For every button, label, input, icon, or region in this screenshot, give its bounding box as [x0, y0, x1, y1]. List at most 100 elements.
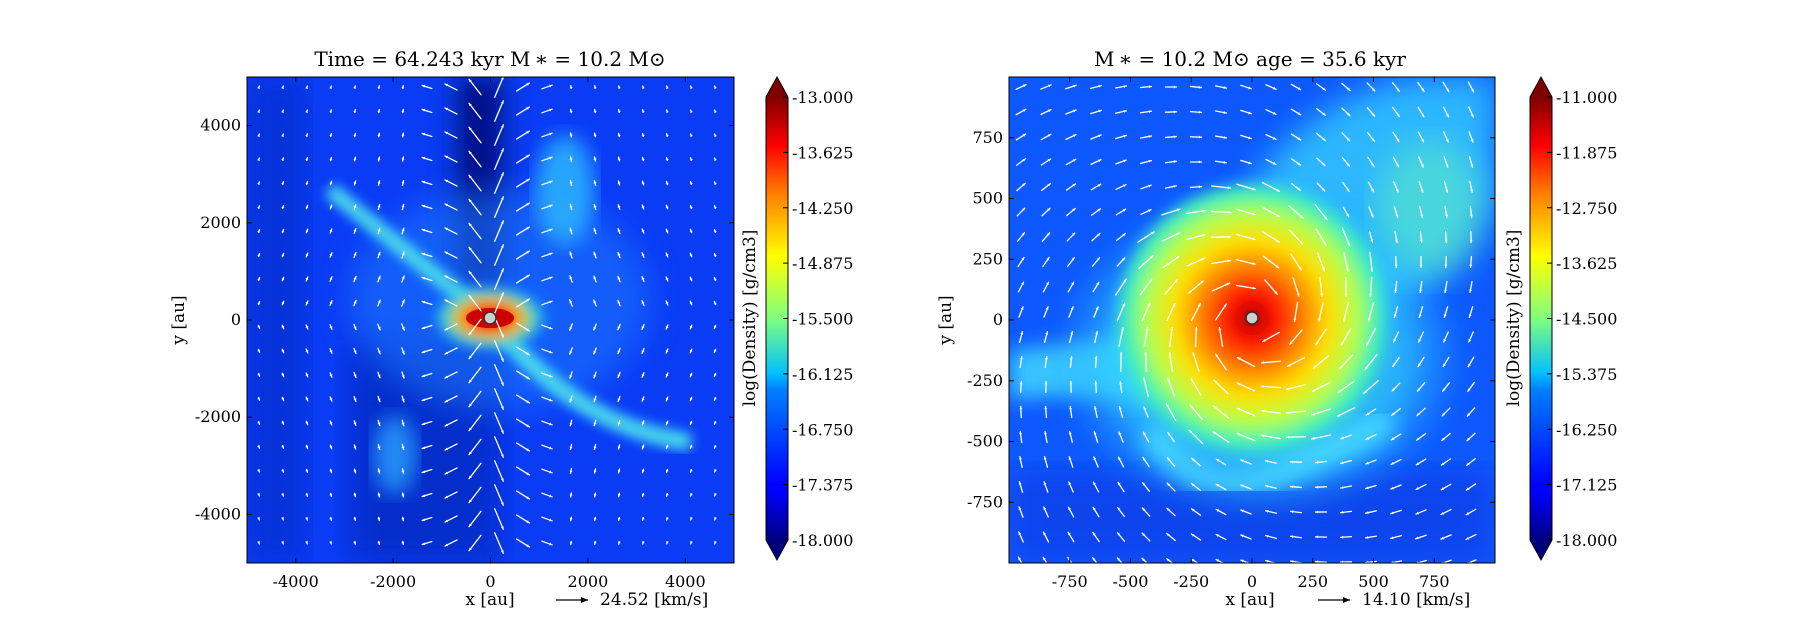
left-velocity-arrow	[494, 532, 504, 554]
left-colorbar-tick-label: -14.250	[792, 199, 853, 218]
right-colorbar-tick-label: -13.625	[1556, 254, 1617, 273]
right-velocity-arrow	[1144, 351, 1148, 373]
right-velocity-arrow	[1186, 257, 1206, 267]
right-velocity-arrow	[1236, 233, 1256, 241]
right-velocity-arrow	[1341, 227, 1351, 247]
left-velocity-arrow	[468, 486, 482, 504]
right-velocity-arrow	[1288, 205, 1304, 219]
right-velocity-arrow	[1292, 277, 1300, 297]
right-velocity-arrow	[1260, 434, 1282, 440]
right-velocity-arrow	[1139, 278, 1153, 296]
right-velocity-arrow	[1286, 357, 1306, 367]
left-velocity-arrow	[494, 412, 504, 434]
left-x-tick-label: 0	[485, 572, 495, 591]
right-velocity-arrow	[1264, 279, 1278, 295]
left-velocity-arrow	[468, 438, 482, 456]
right-x-tick-label: 250	[1297, 572, 1328, 591]
left-velocity-arrow	[494, 292, 504, 314]
right-velocity-arrow	[1188, 280, 1204, 294]
right-velocity-arrow	[1236, 259, 1256, 265]
right-velocity-arrow	[1319, 276, 1323, 298]
right-velocity-arrow	[1115, 278, 1127, 296]
right-velocity-arrow	[1165, 403, 1177, 421]
right-x-tick-label: 500	[1358, 572, 1389, 591]
right-velocity-arrow	[1210, 210, 1232, 214]
left-velocity-arrow	[494, 436, 504, 458]
left-velocity-arrow	[468, 78, 482, 96]
right-density-map	[1009, 77, 1495, 563]
right-x-tick-label: 0	[1247, 572, 1257, 591]
right-velocity-arrow	[1190, 378, 1202, 396]
right-velocity-field	[1015, 81, 1477, 563]
right-axis-ticks: -750 -500 -250 0 250 500 750 -750 -500 -250 0 250 50…	[967, 77, 1495, 591]
left-velocity-arrow	[494, 484, 504, 506]
left-x-tick-label: -4000	[273, 572, 319, 591]
right-density-panel: M ∗ = 10.2 M⊙ age = 35.6 kyr -750 -500 -25…	[936, 47, 1617, 610]
right-velocity-arrow	[1189, 404, 1203, 420]
left-velocity-arrow	[468, 318, 482, 336]
left-x-tick-label: 4000	[665, 572, 706, 591]
right-colorbar-tick-label: -14.500	[1556, 310, 1617, 329]
right-velocity-arrow	[1314, 203, 1328, 221]
right-velocity-arrow	[1236, 183, 1256, 191]
right-colorbar-label: log(Density) [g/cm3]	[1504, 230, 1524, 407]
right-velocity-arrow	[1367, 302, 1375, 322]
right-velocity-arrow	[1210, 185, 1232, 189]
right-y-tick-label: 750	[972, 128, 1003, 147]
left-velocity-arrow	[468, 366, 482, 384]
right-vector-key: 14.10 [km/s]	[1318, 590, 1470, 610]
left-velocity-arrow	[468, 534, 482, 552]
right-y-tick-label: 0	[993, 310, 1003, 329]
right-velocity-arrow	[1342, 302, 1350, 322]
right-velocity-arrow	[1311, 382, 1331, 392]
right-velocity-arrow	[1343, 252, 1349, 272]
right-y-tick-label: -500	[967, 432, 1003, 451]
right-velocity-arrow	[1290, 253, 1302, 271]
right-velocity-arrow	[1285, 410, 1307, 414]
left-velocity-arrow	[468, 174, 482, 192]
left-y-tick-label: 4000	[200, 116, 241, 135]
right-velocity-arrow	[1167, 377, 1175, 397]
left-density-map	[247, 77, 734, 563]
right-colorbar: -11.000 -11.875 -12.750 -13.625 -14.500 -15.3…	[1504, 75, 1617, 562]
right-velocity-arrow	[1185, 210, 1207, 214]
left-velocity-arrow	[468, 462, 482, 480]
left-colorbar-tick-label: -16.750	[792, 420, 853, 439]
left-velocity-arrow	[494, 77, 504, 98]
right-y-tick-label: 250	[972, 249, 1003, 268]
left-velocity-arrow	[468, 510, 482, 528]
right-velocity-arrow	[1286, 384, 1306, 390]
right-x-axis-label: x [au]	[1225, 590, 1274, 610]
right-velocity-arrow	[1212, 431, 1230, 443]
left-velocity-arrow	[468, 150, 482, 168]
right-velocity-arrow	[1116, 302, 1126, 322]
right-velocity-arrow	[1186, 233, 1206, 241]
right-velocity-arrow	[1262, 231, 1280, 243]
left-velocity-arrow	[468, 414, 482, 432]
right-colorbar-tick-label: -16.250	[1556, 420, 1617, 439]
left-velocity-arrow	[468, 270, 482, 288]
right-y-tick-label: -750	[967, 492, 1003, 511]
right-velocity-arrow	[1161, 208, 1181, 216]
right-velocity-arrow	[1212, 405, 1230, 419]
left-colorbar-tick-label: -13.000	[792, 88, 853, 107]
right-velocity-arrow	[1369, 251, 1373, 273]
right-velocity-arrow	[1441, 559, 1452, 563]
left-velocity-arrow	[468, 222, 482, 240]
right-velocity-arrow	[1192, 352, 1200, 372]
left-density-panel: Time = 64.243 kyr M ∗ = 10.2 M⊙ -4000	[169, 47, 853, 610]
left-axis-ticks: -4000 -2000 0 2000 4000 -4000 -2000 0 2000 4000	[195, 77, 734, 591]
right-velocity-arrow	[1161, 232, 1181, 242]
left-vector-key-label: 24.52 [km/s]	[600, 590, 708, 610]
right-velocity-arrow	[1194, 326, 1198, 348]
right-velocity-arrow	[1162, 255, 1180, 269]
left-velocity-arrow	[494, 268, 504, 290]
right-velocity-arrow	[1213, 379, 1229, 395]
left-velocity-arrow	[494, 388, 504, 410]
left-y-axis-label: y [au]	[169, 295, 189, 345]
right-velocity-arrow	[1316, 252, 1326, 272]
right-velocity-arrow	[1236, 208, 1256, 216]
left-velocity-arrow	[494, 124, 504, 146]
right-velocity-arrow	[1235, 284, 1257, 290]
left-y-tick-label: 2000	[200, 213, 241, 232]
